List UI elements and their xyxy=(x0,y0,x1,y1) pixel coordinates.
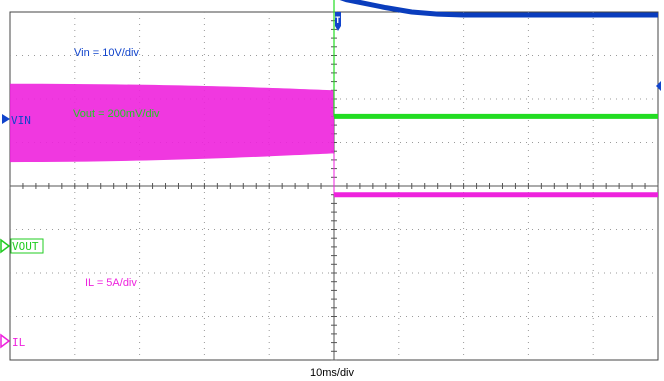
plot-grid xyxy=(9,11,659,361)
vin-trace xyxy=(339,0,658,18)
waveform-traces xyxy=(10,0,658,198)
trigger-marker-label: T xyxy=(335,16,341,26)
vin-channel-marker: VIN xyxy=(2,114,31,127)
il-marker-label: IL xyxy=(12,336,26,349)
vout-trace xyxy=(334,113,658,119)
il-channel-marker: IL xyxy=(0,333,26,349)
x-axis-label: 10ms/div xyxy=(310,367,355,379)
vout-marker-label: VOUT xyxy=(12,240,39,253)
vout-channel-marker: VOUT xyxy=(0,238,44,254)
vin-scale-label: Vin = 10V/div xyxy=(74,47,139,59)
il-scale-label: IL = 5A/div xyxy=(85,277,137,289)
il-ripple-band xyxy=(10,83,334,163)
right-level-arrow xyxy=(656,81,661,91)
vout-scale-label: Vout = 200mV/div xyxy=(73,108,160,120)
vin-marker-label: VIN xyxy=(11,114,31,127)
trigger-marker: T xyxy=(335,12,341,31)
